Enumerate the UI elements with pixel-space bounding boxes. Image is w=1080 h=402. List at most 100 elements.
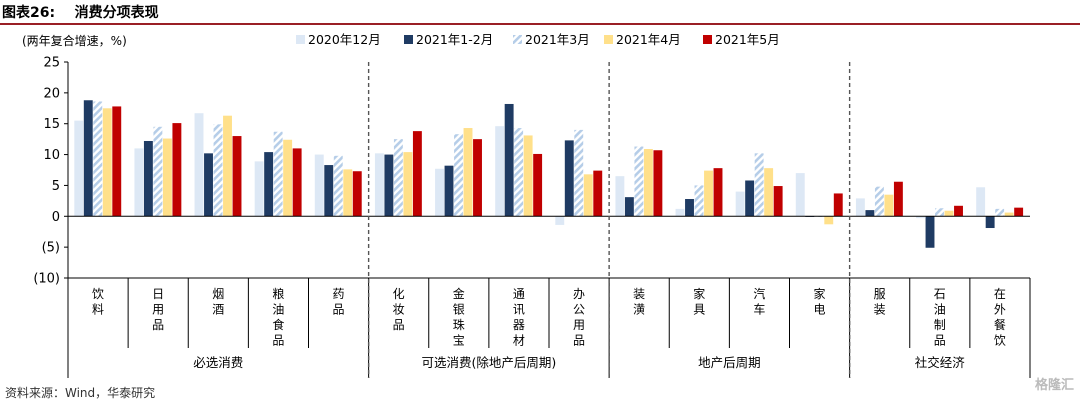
bar — [865, 210, 875, 217]
bar — [694, 185, 704, 217]
category-label-char: 食 — [272, 317, 284, 332]
bar — [153, 126, 163, 217]
y-tick-label: (10) — [33, 272, 60, 287]
y-tick-label: 5 — [52, 179, 60, 194]
bar — [112, 106, 122, 217]
legend-swatch — [513, 35, 522, 44]
bar — [593, 170, 603, 217]
category-label-char: 妆 — [393, 303, 405, 317]
category-label-char: 具 — [693, 303, 705, 317]
y-tick-label: 25 — [43, 56, 60, 71]
bar — [412, 131, 422, 217]
y-tick-label: (5) — [42, 241, 60, 256]
bar — [333, 155, 343, 217]
bar — [884, 194, 894, 217]
bar — [374, 153, 384, 217]
bar — [172, 123, 182, 217]
bar — [292, 148, 302, 217]
bar — [74, 120, 84, 217]
category-label-char: 用 — [152, 303, 164, 317]
category-label-char: 油 — [934, 303, 946, 317]
bar — [713, 168, 723, 217]
bar — [463, 128, 473, 217]
legend-swatch — [404, 35, 413, 44]
bar — [393, 139, 403, 217]
bar — [583, 174, 593, 217]
bar — [995, 208, 1005, 217]
bar — [435, 168, 444, 217]
category-label-char: 家 — [693, 286, 705, 301]
category-label-char: 车 — [753, 302, 765, 317]
legend-swatch — [296, 35, 305, 44]
category-label-char: 制 — [934, 318, 946, 332]
category-label-char: 烟 — [212, 287, 224, 301]
bar — [795, 173, 805, 217]
bar — [162, 138, 172, 217]
bar — [675, 208, 685, 217]
category-label-char: 石 — [934, 287, 946, 301]
header-divider — [0, 23, 1080, 25]
category-label-char: 汽 — [753, 286, 765, 301]
bar — [555, 216, 565, 225]
category-label-char: 珠 — [453, 318, 465, 332]
category-label-char: 办 — [573, 286, 585, 301]
bar — [143, 140, 153, 217]
bar — [403, 152, 413, 217]
y-axis-unit-label: (两年复合增速，%) — [22, 33, 127, 48]
bar — [893, 181, 903, 217]
bar — [223, 115, 232, 217]
y-tick-label: 0 — [52, 210, 60, 225]
category-label-char: 服 — [874, 287, 886, 301]
bar — [754, 153, 764, 217]
bar — [764, 168, 774, 217]
bar — [134, 148, 144, 217]
group-label: 必选消费 — [193, 355, 243, 370]
category-label-char: 饮 — [92, 287, 104, 301]
source-note: 资料来源：Wind，华泰研究 — [5, 386, 156, 400]
bar — [444, 165, 454, 217]
bar — [504, 103, 514, 217]
bar — [704, 170, 713, 217]
category-label-char: 品 — [393, 318, 405, 332]
bar — [615, 176, 625, 217]
bar — [824, 216, 834, 225]
category-label-char: 讯 — [513, 303, 525, 317]
legend-swatch — [703, 35, 712, 44]
bar — [495, 126, 505, 217]
category-label-char: 品 — [573, 334, 585, 348]
bar — [935, 208, 944, 217]
legend-label: 2021年3月 — [525, 32, 590, 47]
bar — [634, 146, 644, 217]
bar — [1004, 212, 1014, 217]
bar — [944, 210, 954, 217]
legend-label: 2020年12月 — [308, 32, 381, 47]
bar — [454, 134, 463, 217]
bar — [925, 216, 935, 248]
category-label-char: 餐 — [994, 317, 1006, 332]
category-label-char: 通 — [513, 287, 525, 301]
y-tick-label: 20 — [43, 86, 60, 101]
category-label-char: 日 — [152, 287, 164, 301]
bar — [833, 193, 843, 217]
legend-swatch — [604, 35, 613, 44]
category-label-char: 电 — [814, 303, 826, 317]
category-label-char: 化 — [393, 287, 405, 301]
bar — [264, 152, 274, 217]
category-label-char: 器 — [513, 318, 525, 332]
chart-header: 图表26: 消费分项表现 — [0, 0, 1080, 25]
bar — [83, 100, 93, 217]
category-label-char: 品 — [272, 334, 284, 348]
category-label-char: 装 — [874, 303, 886, 317]
legend-label: 2021年5月 — [715, 32, 780, 47]
category-label-char: 材 — [513, 334, 525, 348]
category-label-char: 粮 — [272, 286, 284, 301]
category-label-char: 家 — [814, 286, 826, 301]
group-label: 可选消费(除地产后周期) — [421, 355, 556, 370]
category-label-char: 用 — [573, 318, 585, 332]
bar — [653, 150, 663, 217]
bar — [533, 153, 543, 217]
category-label-char: 品 — [333, 303, 345, 317]
y-tick-label: 15 — [43, 117, 60, 132]
category-label-char: 金 — [453, 286, 465, 301]
bar — [874, 186, 884, 217]
